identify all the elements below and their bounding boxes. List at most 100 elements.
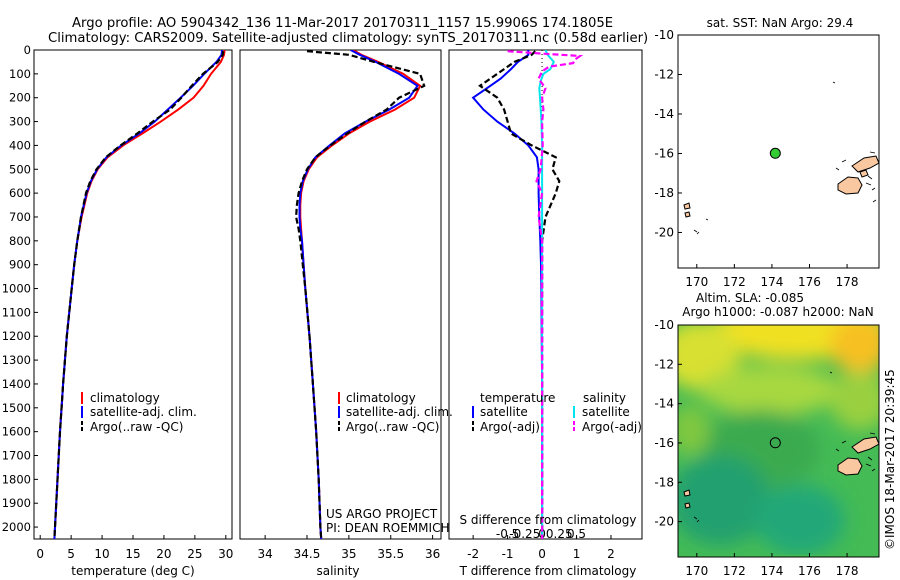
temperature-xlabel: temperature (deg C) [71, 564, 194, 578]
series-line-0 [53, 50, 226, 539]
coastline-reefs [693, 81, 877, 235]
sla-cell-yellowgreen-e [830, 370, 879, 430]
sla-reef-lines [693, 371, 876, 523]
x-tick-label: 10 [94, 547, 109, 561]
lat-tick-label: -14 [654, 107, 674, 121]
salinity-tick-labels: 34 34.5 35 35.5 36 [257, 535, 440, 561]
x-tick-label: 2 [607, 547, 615, 561]
legend-label-argo: Argo(..raw -QC) [346, 420, 439, 434]
sla-cell-teal-s [755, 485, 845, 555]
island-small-2 [683, 489, 691, 497]
x-tick-label: 0 [36, 547, 44, 561]
sla-heatmap [678, 325, 879, 557]
s-tick-label: 0.5 [567, 527, 586, 541]
island-viti-levu [837, 176, 863, 195]
x-tick-label: 0 [538, 547, 546, 561]
series-line-1 [53, 50, 224, 539]
sla-argo-location [769, 437, 781, 449]
s-difference-xlabel: S difference from climatology [460, 513, 637, 527]
project-annotation-line2: PI: DEAN ROEMMICH [326, 521, 449, 535]
lon-tick-label: 170 [685, 564, 708, 578]
lon-tick-label: 174 [760, 564, 783, 578]
sla-map-title-line1: Altim. SLA: -0.085 [696, 291, 804, 305]
lat-tick-label: -12 [654, 67, 674, 81]
difference-series [471, 50, 584, 539]
temperature-tick-labels: 0 5 10 15 20 25 30 [36, 535, 233, 561]
temperature-series [53, 50, 226, 539]
salinity-panel: 34 34.5 35 35.5 36 salinity climatology sate… [239, 49, 453, 578]
y-tick-label: 1600 [2, 425, 31, 439]
island-small-3 [684, 502, 691, 509]
legend-label-argo: Argo(..raw -QC) [90, 420, 183, 434]
legend-label-climatology: climatology [90, 391, 160, 405]
s-difference-tick-labels: -0.5-0.250 0.250.5 [496, 527, 586, 541]
y-tick-label: 300 [9, 115, 31, 129]
y-tick-label: 700 [9, 210, 31, 224]
lat-tick-label: -14 [654, 397, 674, 411]
s-tick-label: -0.25 [509, 527, 540, 541]
y-tick-label: 1700 [2, 449, 31, 463]
sla-cell-teal-sw [678, 455, 770, 545]
x-tick-label: 34.5 [294, 547, 321, 561]
legend-header-salinity: salinity [583, 391, 626, 405]
sst-lat-tick-labels: -10 -12 -14 -16 -18 -20 [654, 28, 682, 239]
figure-title-line1: Argo profile: AO 5904342_136 11-Mar-2017… [72, 16, 613, 31]
x-tick-label: -1 [502, 547, 514, 561]
lon-tick-label: 178 [836, 564, 859, 578]
lon-tick-label: 172 [723, 275, 746, 289]
legend-label-satellite: satellite-adj. clim. [90, 405, 197, 419]
sla-map-panel: Altim. SLA: -0.085 Argo h1000: -0.087 h2… [654, 291, 880, 578]
lon-tick-label: 178 [836, 275, 859, 289]
salinity-xlabel: salinity [316, 564, 359, 578]
x-tick-label: 36 [425, 547, 440, 561]
temperature-legend: climatology satellite-adj. clim. Argo(..… [81, 391, 197, 434]
sla-lon-tick-labels: 170 172 174 176 178 [685, 553, 859, 578]
sla-cell-lightgreen-mid [700, 365, 840, 415]
lat-tick-label: -10 [654, 318, 674, 332]
temperature-axes-frame [33, 49, 233, 540]
legend-label-s-satellite: satellite [582, 405, 630, 419]
lon-tick-label: 172 [723, 564, 746, 578]
x-tick-label: 25 [187, 547, 202, 561]
x-tick-label: 30 [218, 547, 233, 561]
salinity-axes-frame [239, 49, 442, 540]
argo-location-marker [769, 437, 781, 449]
difference-panel: -2 -1 0 1 2 -0.5-0.25 0 0.250.5 S difference f… [448, 49, 643, 578]
sst-map-title: sat. SST: NaN Argo: 29.4 [707, 16, 854, 30]
series-line-0 [471, 50, 544, 539]
y-tick-label: 500 [9, 162, 31, 176]
imos-credit: ©IMOS 18-Mar-2017 20:39:45 [883, 369, 897, 550]
island-vanua-levu [851, 436, 879, 454]
salinity-legend: climatology satellite-adj. clim. Argo(..… [338, 391, 453, 434]
legend-label-t-argo: Argo(-adj) [480, 420, 540, 434]
x-tick-label: 35 [341, 547, 356, 561]
lat-tick-label: -12 [654, 357, 674, 371]
sla-cell-orange-ne [830, 325, 879, 373]
lon-tick-label: 176 [798, 275, 821, 289]
lat-tick-label: -10 [654, 28, 674, 42]
reef-lines-west [693, 218, 709, 235]
y-tick-label: 1800 [2, 472, 31, 486]
y-tick-label: 400 [9, 138, 31, 152]
sla-lat-tick-labels: -10 -12 -14 -16 -18 -20 [654, 318, 682, 529]
series-line-2 [294, 50, 426, 539]
legend-label-climatology: climatology [346, 391, 416, 405]
lat-tick-label: -16 [654, 146, 674, 160]
x-tick-label: 35.5 [377, 547, 404, 561]
legend-label-s-argo: Argo(-adj) [582, 420, 642, 434]
depth-tick-labels: 0 100 200 300 400 500 600 700 800 900 1000 1100 1200… [2, 43, 38, 534]
lat-tick-label: -18 [654, 475, 674, 489]
island-small-1 [859, 169, 869, 178]
y-tick-label: 1900 [2, 496, 31, 510]
lon-tick-label: 176 [798, 564, 821, 578]
s-tick-label: -0.5 [496, 527, 519, 541]
y-tick-label: 1200 [2, 329, 31, 343]
series-line-1 [298, 50, 419, 539]
island-small-3 [684, 211, 691, 218]
x-tick-label: 20 [156, 547, 171, 561]
sst-map-panel: sat. SST: NaN Argo: 29.4 170 172 174 176 178… [654, 16, 880, 289]
x-tick-label: 34 [257, 547, 272, 561]
series-line-2 [53, 51, 225, 539]
y-tick-label: 1500 [2, 401, 31, 415]
